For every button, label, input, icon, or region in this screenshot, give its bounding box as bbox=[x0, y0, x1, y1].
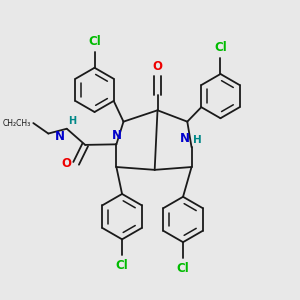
Text: H: H bbox=[193, 135, 202, 145]
Text: Cl: Cl bbox=[177, 262, 189, 275]
Text: O: O bbox=[61, 157, 71, 170]
Text: N: N bbox=[55, 130, 65, 143]
Text: O: O bbox=[152, 60, 163, 73]
Text: Cl: Cl bbox=[116, 259, 128, 272]
Text: Cl: Cl bbox=[214, 41, 227, 54]
Text: H: H bbox=[68, 116, 76, 126]
Text: CH₂CH₃: CH₂CH₃ bbox=[3, 118, 31, 127]
Text: N: N bbox=[111, 129, 122, 142]
Text: N: N bbox=[180, 132, 190, 145]
Text: Cl: Cl bbox=[88, 35, 101, 48]
